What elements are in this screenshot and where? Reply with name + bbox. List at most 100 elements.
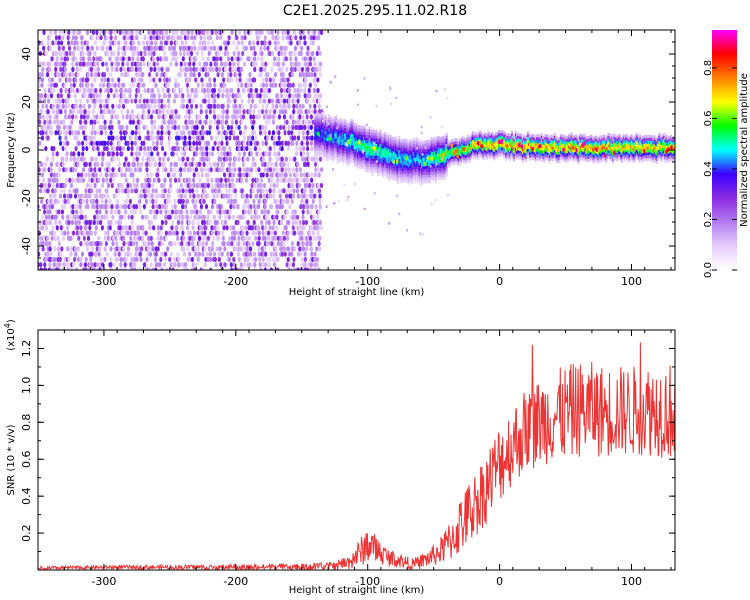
spectrogram-cell bbox=[137, 103, 141, 109]
spectrogram-cell bbox=[215, 124, 220, 131]
spectrogram-cell bbox=[194, 167, 199, 173]
spectrogram-cell bbox=[188, 167, 192, 173]
spectrogram-cell bbox=[120, 98, 124, 104]
spectrogram-cell bbox=[79, 225, 83, 231]
spectrogram-cell bbox=[168, 177, 173, 183]
spectrogram-cell bbox=[310, 251, 314, 257]
spectrogram-cell bbox=[48, 66, 52, 72]
spectrogram-cell bbox=[305, 114, 309, 120]
spectrogram-cell bbox=[163, 214, 168, 220]
spectrogram-cell bbox=[53, 188, 57, 194]
spectrogram-cell bbox=[122, 235, 126, 241]
spectrogram-cell bbox=[83, 93, 87, 99]
spectrogram-cell bbox=[62, 119, 66, 125]
spectrogram-cell bbox=[186, 50, 191, 57]
spectrogram-cell bbox=[171, 219, 175, 226]
spectrogram-cell bbox=[164, 114, 168, 120]
spectrogram-cell bbox=[232, 130, 236, 136]
spectrogram-cell bbox=[294, 56, 298, 62]
spectrogram-cell bbox=[96, 161, 100, 167]
spectrogram-cell bbox=[270, 98, 275, 104]
spectrogram-cell bbox=[71, 61, 75, 67]
spectrogram-cell bbox=[98, 114, 102, 120]
spectrogram-cell bbox=[322, 113, 325, 117]
spectrogram-cell bbox=[137, 40, 141, 46]
spectrogram-cell bbox=[126, 140, 130, 146]
spectrogram-cell bbox=[291, 262, 295, 268]
spectrogram-cell bbox=[109, 119, 113, 125]
spectrogram-cell bbox=[176, 209, 181, 215]
spectrogram-cell bbox=[230, 167, 234, 173]
spectrogram-cell bbox=[159, 235, 163, 241]
spectrogram-cell bbox=[276, 56, 281, 62]
spectrogram-cell bbox=[315, 156, 319, 162]
spectrogram-cell bbox=[89, 167, 93, 173]
spectrogram-cell bbox=[254, 61, 258, 67]
spectrogram-cell bbox=[120, 182, 124, 189]
spectrogram-cell bbox=[243, 30, 247, 35]
spectrogram-cell bbox=[129, 82, 134, 88]
spectrogram-cell bbox=[184, 40, 188, 46]
spectrogram-cell bbox=[194, 198, 198, 204]
spectrogram-cell bbox=[151, 198, 155, 204]
spectrogram-cell bbox=[178, 45, 183, 51]
spectrogram-cell bbox=[152, 30, 156, 35]
spectrogram-cell bbox=[100, 182, 105, 189]
spectrogram-cell bbox=[78, 98, 83, 104]
spectrogram-cell bbox=[241, 114, 246, 120]
spectrogram-cell bbox=[48, 119, 52, 125]
spectrogram-cell bbox=[206, 140, 210, 146]
spectrogram-cell bbox=[245, 145, 249, 152]
spectrogram-cell bbox=[68, 72, 72, 78]
spectrogram-cell bbox=[80, 140, 85, 146]
spectrogram-cell bbox=[175, 30, 179, 35]
spectrogram-cell bbox=[129, 167, 133, 173]
spectrogram-cell bbox=[54, 40, 58, 46]
spectrogram-cell bbox=[141, 156, 145, 162]
spectrogram-cell bbox=[122, 161, 127, 167]
spectrogram-cell bbox=[286, 77, 290, 83]
spectrogram-cell bbox=[210, 177, 214, 183]
spectrogram-cell bbox=[44, 50, 48, 57]
spectrogram-cell bbox=[208, 35, 213, 41]
spectrogram-cell bbox=[199, 103, 203, 109]
spectrogram-cell bbox=[270, 66, 274, 72]
spectrogram-cell bbox=[174, 161, 179, 167]
spectrogram-cell bbox=[257, 230, 261, 236]
spectrogram-cell bbox=[135, 156, 139, 162]
spectrogram-cell bbox=[85, 30, 90, 35]
spectrogram-cell bbox=[72, 151, 76, 157]
spectrogram-cell bbox=[133, 167, 137, 173]
spectrogram-cell bbox=[154, 40, 158, 46]
spectrogram-cell bbox=[38, 251, 41, 257]
spectrogram-cell bbox=[176, 251, 180, 257]
spectrogram-cell bbox=[177, 145, 181, 152]
spectrogram-cell bbox=[99, 109, 103, 115]
spectrogram-cell bbox=[209, 256, 213, 263]
spectrogram-cell bbox=[230, 241, 234, 247]
spectrogram-cell bbox=[49, 172, 54, 178]
spectrogram-cell bbox=[209, 209, 213, 215]
spectrogram-cell bbox=[130, 30, 134, 35]
spectrogram-cell bbox=[277, 151, 281, 157]
spectrogram-cell bbox=[120, 109, 124, 115]
spectrogram-cell bbox=[207, 156, 211, 162]
spectrogram-cell bbox=[149, 45, 154, 51]
spectrogram-cell bbox=[248, 145, 252, 152]
spectrogram-cell bbox=[77, 30, 82, 35]
spectrogram-cell bbox=[152, 77, 156, 83]
spectrogram-cell bbox=[219, 87, 223, 94]
spectrogram-cell bbox=[49, 167, 53, 173]
spectrogram-cell bbox=[259, 193, 263, 199]
spectrogram-cell bbox=[190, 161, 194, 167]
spectrogram-cell bbox=[282, 235, 287, 241]
spectrogram-cell bbox=[80, 214, 84, 220]
spectrogram-cell bbox=[157, 177, 161, 183]
spectrogram-cell bbox=[70, 119, 74, 125]
spectrogram-cell bbox=[149, 198, 153, 204]
spectrogram-cell bbox=[50, 77, 54, 83]
spectrogram-cell bbox=[54, 198, 58, 204]
spectrogram-cell bbox=[137, 124, 141, 131]
spectrogram-cell bbox=[306, 50, 310, 57]
spectrogram-cell bbox=[317, 209, 321, 215]
